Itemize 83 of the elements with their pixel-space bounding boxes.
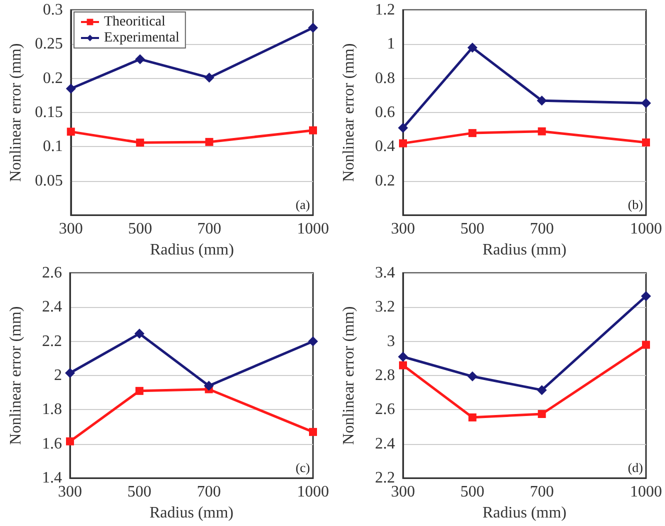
point <box>399 139 407 148</box>
point <box>308 22 318 33</box>
annotation: (c) <box>296 460 310 475</box>
y-tick-label: 1 <box>387 36 395 53</box>
x-axis-title: Radius (mm) <box>482 242 566 258</box>
x-tick-label: 500 <box>460 220 484 238</box>
x-axis-title: Radius (mm) <box>150 504 234 522</box>
x-tick-label: 700 <box>530 220 554 238</box>
x-tick-label: 500 <box>128 220 152 238</box>
point <box>641 291 651 302</box>
y-tick-label: 2.8 <box>375 367 395 384</box>
y-tick-label: 1.8 <box>42 401 62 418</box>
point <box>204 72 214 83</box>
point <box>309 126 317 134</box>
point <box>66 437 74 446</box>
y-tick-label: 0.25 <box>34 36 63 53</box>
y-tick-label: 1.2 <box>375 2 395 18</box>
x-tick-label: 700 <box>530 484 554 501</box>
point <box>641 98 651 108</box>
point <box>468 413 476 422</box>
point <box>399 361 407 370</box>
y-axis-title: Nonlinear error (mm) <box>340 306 358 445</box>
point <box>136 138 144 147</box>
y-tick-label: 0.2 <box>42 70 63 87</box>
y-axis-title: Nonlinear error (mm) <box>8 43 24 182</box>
point <box>135 54 146 64</box>
point <box>135 386 144 395</box>
y-tick-label: 2.6 <box>375 401 395 418</box>
x-tick-label: 1000 <box>297 220 329 238</box>
x-tick-label: 300 <box>58 220 83 238</box>
x-tick-label: 300 <box>391 220 415 238</box>
y-tick-label: 0.3 <box>42 2 63 18</box>
point <box>204 380 214 391</box>
y-tick-label: 2.6 <box>42 264 62 282</box>
x-tick-label: 700 <box>196 484 221 501</box>
x-axis-title: Radius (mm) <box>150 242 234 258</box>
point <box>308 336 318 346</box>
legend-label: Theoritical <box>104 14 166 30</box>
x-tick-label: 700 <box>197 220 222 238</box>
y-tick-label: 2.4 <box>375 435 395 452</box>
point <box>398 122 408 133</box>
y-tick-label: 0.1 <box>42 138 63 156</box>
point <box>205 138 214 146</box>
x-axis-title: Radius (mm) <box>482 504 566 522</box>
point <box>66 84 76 94</box>
y-tick-label: 0.15 <box>34 104 63 122</box>
y-tick-label: 3.4 <box>375 264 395 282</box>
legend-label: Experimental <box>104 30 180 46</box>
point <box>66 128 75 136</box>
point <box>536 385 547 396</box>
y-axis-title: Nonlinear error (mm) <box>340 43 358 182</box>
point <box>309 428 317 436</box>
x-tick-label: 500 <box>460 484 484 501</box>
point <box>134 328 144 339</box>
x-tick-label: 500 <box>127 484 152 501</box>
point <box>536 96 547 106</box>
y-tick-label: 0.2 <box>375 172 395 190</box>
point <box>65 368 75 378</box>
y-axis-title: Nonlinear error (mm) <box>8 306 24 445</box>
point <box>467 371 478 382</box>
x-tick-label: 1000 <box>630 484 662 501</box>
annotation: (a) <box>296 197 310 212</box>
point <box>538 127 546 136</box>
x-tick-label: 1000 <box>297 484 329 501</box>
point <box>467 42 478 53</box>
point <box>398 352 408 362</box>
annotation: (b) <box>628 197 644 212</box>
y-tick-label: 0.4 <box>375 138 395 156</box>
y-tick-label: 1.6 <box>42 435 62 452</box>
y-tick-label: 0.6 <box>375 104 395 122</box>
y-tick-label: 3.2 <box>375 298 395 316</box>
annotation: (d) <box>628 460 644 475</box>
point <box>642 340 650 349</box>
y-tick-label: 2 <box>54 367 62 384</box>
y-tick-label: 0.05 <box>34 172 63 190</box>
y-tick-label: 0.8 <box>375 70 395 87</box>
point <box>538 410 546 418</box>
y-tick-label: 2.4 <box>42 298 62 316</box>
y-tick-label: 3 <box>387 332 395 350</box>
point <box>642 138 650 146</box>
y-tick-label: 2.2 <box>42 332 62 350</box>
x-tick-label: 1000 <box>630 220 662 238</box>
point <box>468 129 476 138</box>
